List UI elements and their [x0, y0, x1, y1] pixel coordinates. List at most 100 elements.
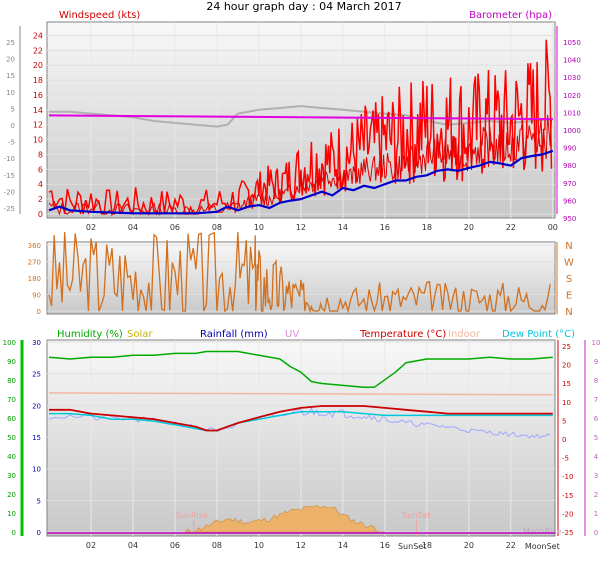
series-avg-wind — [48, 149, 554, 215]
x-tick-label: 06 — [170, 223, 180, 232]
x-tick-label: 14 — [338, 541, 348, 550]
y-right-tick-label: 1000 — [563, 127, 581, 135]
humidity-tick-label: 50 — [7, 434, 16, 442]
y-outer-tick-label: 20 — [6, 56, 15, 64]
humidity-tick-label: 100 — [3, 339, 16, 347]
y-right-tick-label: 970 — [563, 180, 576, 188]
direction-tick-label: 90 — [32, 292, 41, 300]
direction-letter: N — [565, 241, 572, 252]
legend-windspeed: Windspeed (kts) — [59, 10, 140, 21]
y-right-tick-label: 960 — [563, 197, 576, 205]
x-tick-label: 18 — [422, 541, 432, 550]
rain-tick-label: 20 — [32, 402, 41, 410]
uv-tick-label: 3 — [594, 472, 598, 480]
y-left-tick-label: 16 — [33, 91, 43, 100]
direction-tick-label: 0 — [37, 308, 41, 316]
series-barometer — [48, 114, 553, 121]
uv-tick-label: 0 — [594, 529, 598, 537]
y-outer-tick-label: -15 — [4, 172, 15, 180]
x-tick-label: 04 — [128, 541, 138, 550]
x-tick-label: 12 — [296, 541, 306, 550]
rain-tick-label: 25 — [32, 371, 41, 379]
y-outer-tick-label: -10 — [4, 155, 15, 163]
y-outer-tick-label: 0 — [11, 122, 15, 130]
rain-tick-label: 15 — [32, 434, 41, 442]
humidity-tick-label: 70 — [7, 396, 16, 404]
temp-tick-label: 5 — [562, 417, 566, 425]
y-right-tick-label: 1050 — [563, 39, 581, 47]
moonrise-label: MoonRise — [523, 527, 562, 536]
y-left-tick-label: 22 — [33, 46, 43, 55]
direction-letter: S — [566, 274, 572, 285]
y-right-tick-label: 990 — [563, 145, 576, 153]
y-left-tick-label: 4 — [38, 180, 43, 189]
y-left-tick-label: 18 — [33, 76, 43, 85]
x-tick-label: 08 — [212, 541, 222, 550]
humidity-tick-label: 40 — [7, 453, 16, 461]
rain-tick-label: 30 — [32, 339, 41, 347]
x-tick-label: 20 — [464, 223, 474, 232]
x-tick-label: 12 — [296, 223, 306, 232]
temp-tick-label: 20 — [562, 362, 571, 370]
temp-tick-label: 10 — [562, 399, 571, 407]
uv-tick-label: 6 — [594, 415, 599, 423]
x-tick-label: 04 — [128, 223, 138, 232]
page-title: 24 hour graph day : 04 March 2017 — [206, 0, 402, 13]
x-tick-label: 10 — [254, 541, 264, 550]
uv-tick-label: 9 — [594, 358, 598, 366]
temp-tick-label: -10 — [562, 473, 573, 481]
temp-tick-label: 0 — [562, 436, 566, 444]
rain-tick-label: 5 — [37, 497, 41, 505]
x-tick-label: 22 — [506, 223, 516, 232]
direction-letter: W — [564, 258, 574, 269]
humidity-tick-label: 60 — [7, 415, 16, 423]
x-tick-label: 20 — [464, 541, 474, 550]
humidity-tick-label: 30 — [7, 472, 16, 480]
x-tick-label: 00 — [548, 223, 558, 232]
direction-tick-label: 270 — [28, 259, 41, 267]
direction-letter: E — [566, 291, 572, 302]
y-right-tick-label: 1010 — [563, 109, 581, 117]
direction-tick-label: 180 — [28, 275, 41, 283]
temp-tick-label: -15 — [562, 492, 573, 500]
temp-tick-label: 15 — [562, 380, 571, 388]
series-wind — [48, 114, 552, 216]
rain-tick-label: 0 — [37, 529, 41, 537]
y-right-tick-label: 980 — [563, 162, 576, 170]
y-outer-tick-label: -20 — [4, 188, 15, 196]
y-left-tick-label: 0 — [38, 210, 43, 219]
y-right-tick-label: 1030 — [563, 74, 581, 82]
temp-tick-label: -25 — [562, 529, 573, 537]
legend-item: Indoor — [448, 329, 481, 340]
moonset-axis-label: MoonSet — [525, 542, 560, 551]
x-tick-label: 22 — [506, 541, 516, 550]
y-left-tick-label: 8 — [38, 150, 43, 159]
x-tick-label: 18 — [422, 223, 432, 232]
y-right-tick-label: 1020 — [563, 92, 581, 100]
series-dewpoint — [49, 410, 553, 432]
y-outer-tick-label: 15 — [6, 72, 15, 80]
legend-barometer: Barometer (hpa) — [469, 10, 552, 21]
legend-item: UV — [285, 329, 299, 340]
x-tick-label: 02 — [86, 223, 96, 232]
x-tick-label: 02 — [86, 541, 96, 550]
temp-tick-label: 25 — [562, 343, 571, 351]
direction-tick-label: 360 — [28, 242, 41, 250]
humidity-tick-label: 20 — [7, 491, 16, 499]
y-right-tick-label: 950 — [563, 215, 576, 223]
y-left-tick-label: 14 — [33, 106, 43, 115]
y-outer-tick-label: -5 — [8, 139, 15, 147]
y-left-tick-label: 20 — [33, 61, 43, 70]
uv-tick-label: 5 — [594, 434, 598, 442]
legend-item: Humidity (%) — [57, 329, 123, 340]
direction-letter: N — [565, 307, 572, 318]
uv-tick-label: 4 — [594, 453, 599, 461]
series-indoor — [48, 392, 553, 396]
uv-tick-label: 7 — [594, 396, 598, 404]
sunset-axis-label: SunSet — [398, 542, 426, 551]
y-left-tick-label: 24 — [33, 31, 43, 40]
x-tick-label: 06 — [170, 541, 180, 550]
sunrise-label: SunRise — [176, 511, 208, 520]
uv-tick-label: 8 — [594, 377, 598, 385]
